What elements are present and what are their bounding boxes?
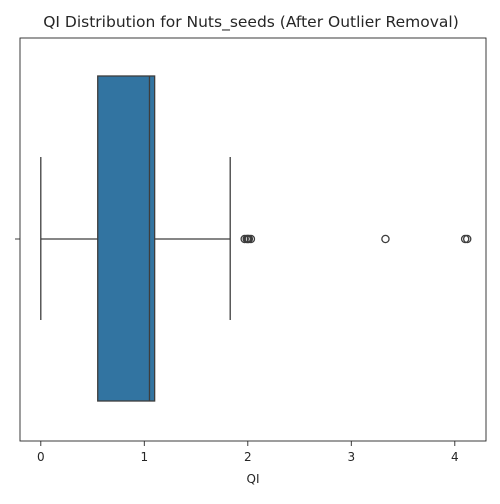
x-axis-label: QI	[247, 472, 260, 486]
outlier-group	[240, 234, 472, 244]
x-tick-label: 0	[37, 450, 45, 464]
iqr-box	[97, 75, 156, 402]
x-tick-label: 2	[244, 450, 252, 464]
outlier-point	[381, 234, 390, 244]
box-plot-group	[40, 75, 231, 402]
x-tick-label: 1	[140, 450, 148, 464]
x-tick-label: 3	[347, 450, 355, 464]
chart-title: QI Distribution for Nuts_seeds (After Ou…	[43, 13, 459, 32]
outlier-point	[246, 234, 256, 244]
outlier-point	[462, 234, 472, 244]
plot-area-frame	[19, 37, 487, 442]
x-axis-ticks: 0 1 2 3 4	[37, 441, 459, 464]
x-tick-label: 4	[451, 450, 459, 464]
